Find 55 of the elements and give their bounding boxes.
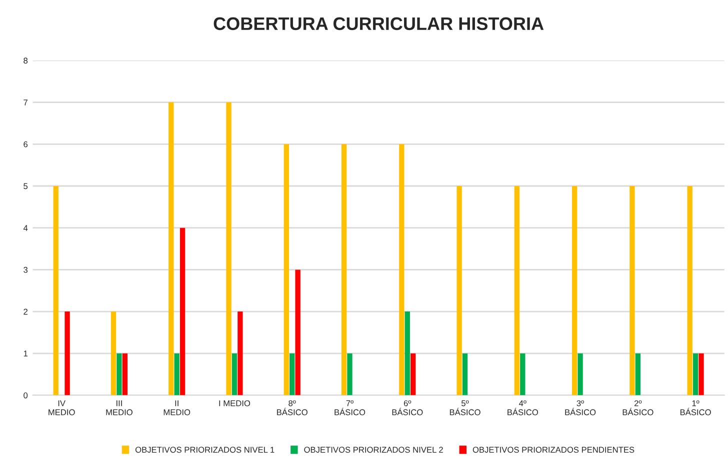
x-tick-label: 8º BÁSICO	[277, 400, 308, 416]
bar	[341, 144, 347, 396]
x-tick-label: 2º BÁSICO	[622, 400, 654, 416]
bar	[698, 353, 704, 396]
bar	[284, 144, 289, 396]
x-tick-label: II MEDIO	[164, 400, 190, 416]
bar	[630, 186, 635, 396]
y-tick-label: 7	[24, 100, 28, 106]
y-tick-label: 8	[24, 58, 28, 64]
bar	[692, 353, 698, 396]
bar	[520, 353, 526, 396]
bar	[572, 186, 578, 396]
bar	[174, 353, 180, 396]
bar	[226, 102, 232, 396]
x-tick-label: 7º BÁSICO	[334, 400, 366, 416]
bar	[462, 353, 468, 396]
x-tick-label: IV MEDIO	[48, 400, 75, 416]
y-tick-label: 6	[24, 141, 28, 148]
bar	[578, 353, 583, 396]
bar	[168, 102, 174, 396]
x-tick-label: I MEDIO	[219, 400, 250, 406]
y-tick-label: 4	[23, 225, 28, 231]
bar	[514, 186, 520, 396]
legend-label: OBJETIVOS PRIORIZADOS NIVEL 1	[135, 446, 274, 453]
bar	[399, 144, 404, 396]
x-tick-label: 5º BÁSICO	[450, 400, 480, 416]
bar	[456, 186, 462, 396]
bar	[232, 353, 238, 396]
x-tick-label: 6º BÁSICO	[392, 400, 423, 416]
x-tick-label: 3º BÁSICO	[565, 400, 596, 416]
bar	[635, 353, 641, 396]
bar	[687, 186, 692, 396]
y-tick-label: 0	[24, 392, 28, 398]
bar	[295, 270, 300, 396]
y-tick-label: 3	[24, 266, 28, 273]
bar	[347, 353, 352, 396]
x-tick-label: III MEDIO	[106, 400, 132, 416]
bar	[122, 353, 128, 396]
y-tick-label: 5	[24, 183, 28, 190]
bar	[410, 353, 416, 396]
legend-label: OBJETIVOS PRIORIZADOS NIVEL 2	[304, 446, 443, 453]
x-tick-label: 4º BÁSICO	[508, 400, 538, 416]
x-tick-label: 1º BÁSICO	[680, 400, 711, 416]
bar	[110, 312, 116, 396]
bar	[238, 312, 243, 396]
bar	[290, 353, 295, 396]
legend-label: OBJETIVOS PRIORIZADOS PENDIENTES	[472, 446, 634, 453]
bar	[64, 312, 70, 396]
chart-title: COBERTURA CURRICULAR HISTORIA	[214, 17, 544, 30]
y-tick-label: 1	[24, 350, 28, 356]
bar	[404, 312, 410, 396]
bar	[116, 353, 122, 396]
bar	[53, 186, 58, 396]
y-tick-label: 2	[24, 308, 28, 315]
bar	[180, 228, 186, 396]
